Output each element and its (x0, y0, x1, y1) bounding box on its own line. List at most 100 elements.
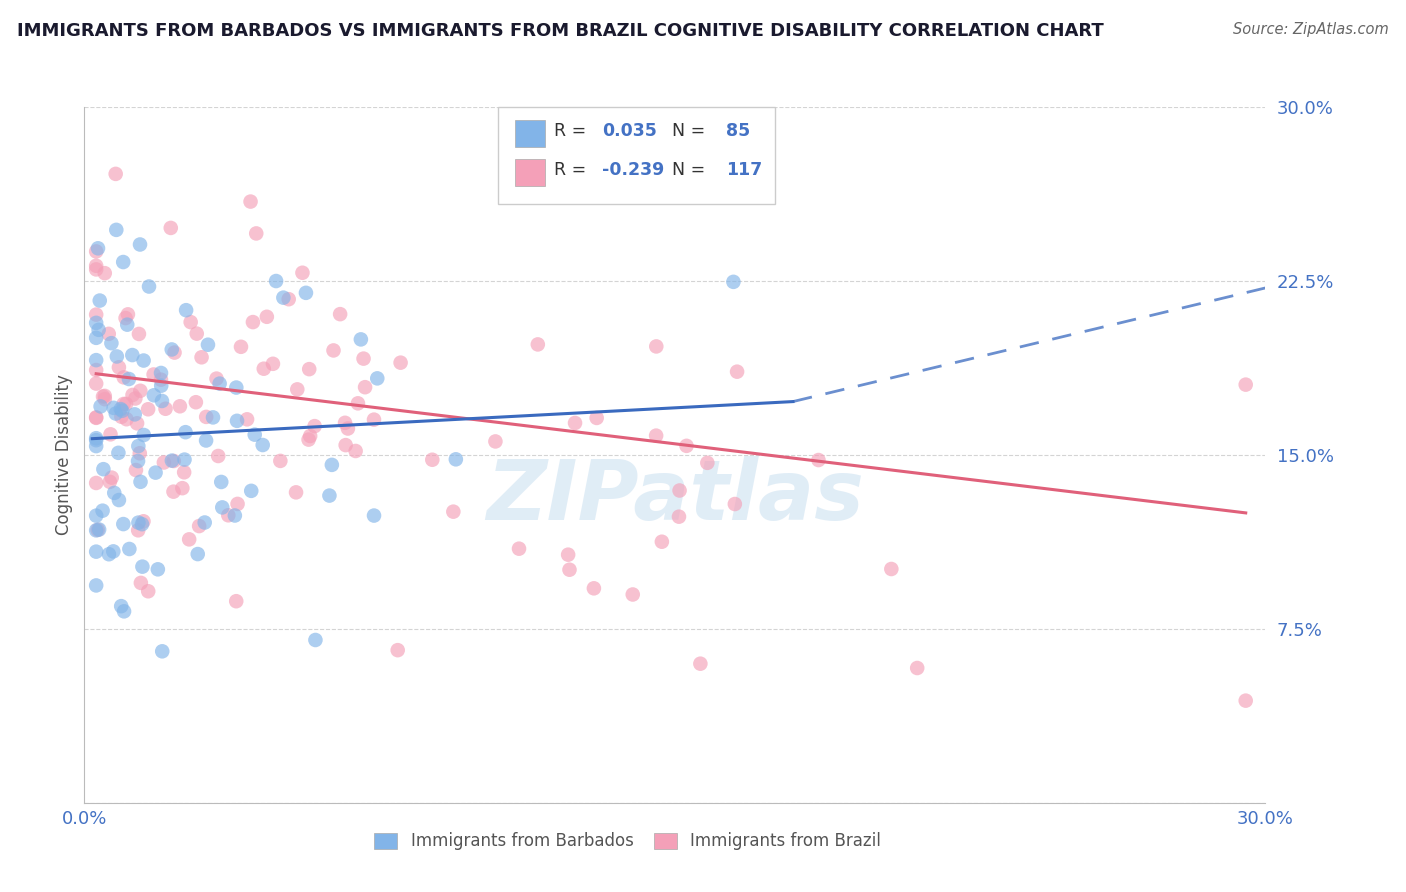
Point (350, 332, 373, 346)
Point (321, 458, 343, 472)
Point (125, 417, 148, 431)
Point (277, 292, 299, 306)
Point (91, 504, 114, 518)
Point (94, 392, 117, 407)
Point (97, 547, 120, 561)
Text: N =: N = (661, 161, 710, 179)
Point (269, 454, 291, 468)
Point (131, 559, 153, 574)
FancyBboxPatch shape (498, 107, 775, 204)
Point (195, 434, 218, 448)
Point (363, 508, 385, 523)
Point (186, 326, 208, 341)
Text: Source: ZipAtlas.com: Source: ZipAtlas.com (1233, 22, 1389, 37)
Point (118, 372, 141, 386)
Point (108, 493, 131, 508)
Text: R =: R = (554, 161, 592, 179)
Point (160, 343, 183, 357)
Point (118, 541, 141, 556)
Point (84, 578, 107, 592)
Point (444, 452, 467, 467)
Point (84, 433, 107, 447)
Point (145, 466, 167, 480)
Point (93, 462, 115, 476)
Point (146, 562, 169, 576)
Point (129, 475, 152, 489)
Point (138, 279, 160, 293)
Point (121, 388, 143, 402)
Point (239, 194, 262, 209)
Point (127, 439, 149, 453)
Point (84, 262, 107, 277)
Point (100, 336, 122, 351)
Point (124, 408, 146, 422)
Point (150, 366, 173, 380)
Point (150, 644, 173, 658)
Point (225, 380, 247, 394)
Point (180, 315, 202, 329)
Point (89, 523, 111, 537)
Point (114, 311, 136, 326)
Point (322, 343, 344, 358)
Point (420, 452, 443, 467)
Point (225, 594, 247, 608)
Point (696, 456, 718, 470)
Text: 117: 117 (725, 161, 762, 179)
Point (163, 345, 186, 359)
Point (112, 370, 135, 384)
Point (84, 244, 107, 259)
Point (724, 497, 747, 511)
Point (299, 429, 322, 443)
Point (209, 475, 232, 489)
Text: R =: R = (554, 122, 592, 140)
Point (585, 411, 607, 425)
Point (336, 421, 359, 435)
Point (132, 353, 155, 368)
Point (98, 475, 121, 489)
Point (333, 416, 356, 430)
Point (153, 455, 176, 469)
Point (295, 285, 318, 300)
Point (252, 438, 274, 452)
Point (668, 509, 690, 524)
Point (335, 438, 357, 452)
Point (87, 241, 110, 255)
Point (129, 237, 152, 252)
Point (84, 439, 107, 453)
Point (174, 303, 197, 318)
Point (527, 337, 550, 351)
Point (129, 575, 152, 590)
Point (150, 394, 173, 409)
Point (115, 412, 138, 426)
Point (125, 463, 148, 477)
Point (103, 401, 125, 415)
Point (229, 340, 252, 354)
Point (207, 449, 229, 463)
Point (217, 508, 239, 523)
Point (129, 384, 152, 398)
Point (651, 534, 673, 549)
Point (100, 427, 122, 442)
Point (179, 533, 201, 547)
Point (236, 412, 259, 426)
Text: N =: N = (661, 122, 710, 140)
Point (243, 427, 266, 442)
Point (273, 291, 295, 305)
Point (112, 604, 135, 618)
Point (159, 221, 181, 235)
Point (84, 431, 107, 445)
Point (905, 661, 928, 675)
Point (84, 410, 107, 425)
Point (86, 523, 108, 537)
Point (110, 402, 132, 417)
Point (94, 389, 117, 403)
Point (90, 400, 112, 414)
Point (84, 544, 107, 558)
Point (107, 446, 129, 460)
Point (132, 428, 155, 442)
Point (256, 310, 278, 324)
Point (353, 351, 375, 366)
Point (112, 255, 135, 269)
Point (162, 484, 184, 499)
Point (557, 548, 579, 562)
